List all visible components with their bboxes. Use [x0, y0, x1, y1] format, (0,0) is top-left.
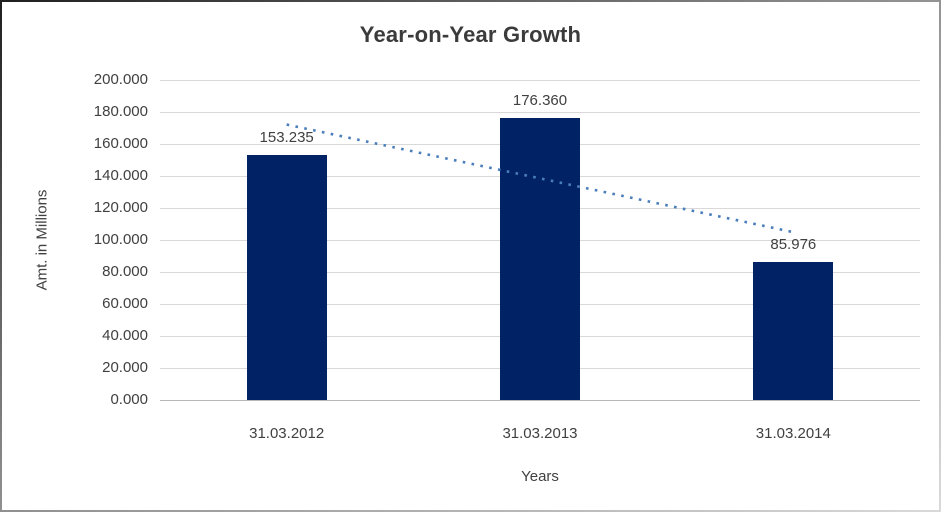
- gridline: [160, 80, 920, 81]
- x-tick-label: 31.03.2013: [502, 425, 578, 442]
- y-tick-label: 140.000: [93, 167, 148, 184]
- y-tick-label: 160.000: [93, 135, 148, 152]
- bar-data-label: 153.235: [259, 128, 314, 146]
- trendline-layer: [286, 123, 794, 234]
- y-tick-label: 20.000: [102, 359, 148, 376]
- x-axis-line: [160, 400, 920, 401]
- x-tick-label: 31.03.2012: [249, 425, 325, 442]
- y-tick-label: 180.000: [93, 103, 148, 120]
- chart-title: Year-on-Year Growth: [359, 22, 582, 47]
- bar-31.03.2012: [246, 154, 327, 400]
- x-axis-title: Years: [521, 468, 559, 485]
- y-tick-label: 100.000: [93, 231, 148, 248]
- x-tick-label: 31.03.2014: [755, 425, 831, 442]
- trendline: [286, 123, 794, 234]
- bar-data-label: 85.976: [770, 236, 817, 254]
- y-tick-label: 80.000: [102, 263, 148, 280]
- y-tick-label: 60.000: [102, 295, 148, 312]
- y-tick-label: 120.000: [93, 199, 148, 216]
- bar-31.03.2014: [753, 262, 834, 400]
- y-tick-label: 200.000: [93, 71, 148, 88]
- bar-data-label: 176.360: [512, 91, 568, 109]
- y-tick-label: 0.000: [110, 391, 148, 408]
- y-tick-label: 40.000: [102, 327, 148, 344]
- gridline: [160, 112, 920, 113]
- bar-31.03.2013: [500, 117, 580, 400]
- plot-area: 153.235 176.360 85.976: [160, 80, 920, 400]
